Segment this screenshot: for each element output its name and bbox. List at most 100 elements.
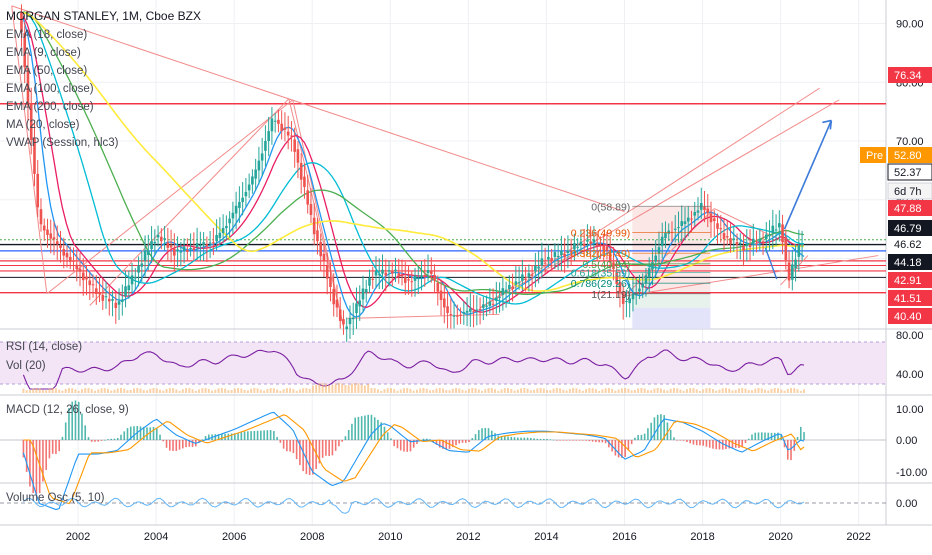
volume-bar: [71, 388, 74, 393]
macd-hist-bar: [744, 440, 747, 444]
volume-bar: [155, 388, 158, 393]
volume-bar: [679, 389, 682, 393]
pre-price-label: 52.80: [894, 150, 922, 162]
volume-bar: [113, 389, 116, 393]
macd-hist-bar: [273, 431, 275, 440]
candle-body: [400, 275, 404, 277]
candle-body: [521, 274, 524, 281]
candle-body: [212, 242, 215, 244]
volume-bar: [185, 388, 188, 393]
macd-hist-bar: [621, 440, 623, 458]
x-tick-label: 2012: [456, 531, 480, 543]
volume-bar: [497, 390, 500, 393]
volume-bar: [194, 390, 197, 393]
macd-hist-bar: [81, 413, 83, 440]
indicator-legend-item[interactable]: EMA (18, close): [6, 29, 88, 41]
candle-body: [797, 245, 801, 257]
trendline: [780, 255, 809, 286]
macd-hist-bar: [100, 440, 103, 441]
candle-body: [677, 227, 680, 229]
volume-bar: [58, 389, 61, 393]
candle-body: [205, 244, 209, 247]
x-tick-label: 2016: [612, 531, 636, 543]
candle-body: [299, 162, 303, 180]
macd-hist-bar: [191, 440, 194, 447]
candle-body: [147, 250, 150, 255]
candle-body: [254, 169, 257, 179]
volume-bar: [337, 383, 340, 393]
volume-bar: [741, 388, 744, 393]
macd-hist-bar: [663, 415, 665, 440]
volume-bar: [233, 388, 236, 393]
macd-hist-bar: [84, 425, 87, 440]
volume-bar: [198, 389, 201, 393]
volume-bar: [263, 390, 266, 393]
macd-hist-bar: [572, 440, 574, 441]
macd-hist-bar: [494, 433, 496, 440]
price-badge: [888, 272, 932, 288]
indicator-legend-item[interactable]: EMA (200, close): [6, 101, 94, 113]
indicator-legend-item[interactable]: EMA (100, close): [6, 83, 94, 95]
candle-body: [657, 247, 661, 254]
macd-hist-bar: [614, 440, 617, 456]
macd-hist-bar: [669, 429, 672, 440]
volume-bar: [126, 390, 129, 393]
macd-hist-bar: [455, 440, 457, 446]
macd-hist-bar: [230, 433, 233, 440]
macd-hist-bar: [530, 438, 532, 440]
candle-body: [134, 276, 137, 279]
macd-hist-bar: [276, 436, 278, 440]
macd-hist-bar: [120, 434, 122, 440]
macd-hist-bar: [634, 437, 636, 440]
macd-tick: -10.00: [896, 467, 927, 479]
macd-hist-bar: [377, 419, 379, 440]
macd-hist-bar: [617, 440, 620, 458]
indicator-legend-item[interactable]: EMA (50, close): [6, 65, 88, 77]
volume-bar: [224, 388, 227, 393]
macd-hist-bar: [250, 431, 252, 440]
indicator-legend-item[interactable]: EMA (9, close): [6, 47, 81, 59]
volume-bar: [220, 388, 223, 393]
candle-body: [52, 237, 56, 240]
volume-bar: [214, 389, 217, 393]
macd-hist-bar: [373, 417, 376, 440]
ema-18-line: [22, 15, 805, 313]
volume-bar: [666, 390, 669, 393]
macd-hist-bar: [695, 440, 698, 446]
volume-bar: [116, 388, 119, 393]
volume-bar: [181, 389, 184, 393]
candle-body: [218, 232, 222, 238]
candle-body: [286, 131, 290, 136]
macd-hist-bar: [29, 440, 31, 487]
x-tick-label: 2014: [534, 531, 558, 543]
volume-bar: [237, 388, 240, 393]
volume-bar: [419, 388, 422, 393]
macd-tick: 0.00: [896, 435, 917, 447]
volume-bar: [546, 390, 549, 393]
volume-bar: [568, 388, 571, 393]
candle-body: [589, 241, 592, 244]
volume-bar: [178, 390, 181, 393]
candle-body: [576, 246, 579, 248]
macd-hist-bar: [58, 440, 60, 452]
macd-hist-bar: [45, 440, 47, 470]
candle-body: [751, 238, 755, 245]
volume-bar: [555, 388, 558, 393]
volume-bar: [230, 389, 233, 393]
macd-hist-bar: [640, 434, 643, 440]
macd-hist-bar: [650, 422, 652, 440]
macd-hist-bar: [595, 440, 597, 443]
candle-body: [566, 250, 570, 254]
indicator-legend-item[interactable]: VWAP (Session, hlc3): [6, 137, 119, 149]
macd-hist-bar: [227, 433, 230, 440]
candle-body: [140, 263, 144, 267]
volume-bar: [305, 388, 308, 393]
candle-body: [426, 270, 430, 273]
volume-bar: [737, 388, 740, 393]
candle-body: [143, 250, 147, 261]
volume-bar: [672, 388, 675, 393]
countdown-label: 6d 7h: [894, 186, 922, 198]
indicator-legend-item[interactable]: MA (20, close): [6, 119, 80, 131]
candle-body: [377, 274, 381, 276]
